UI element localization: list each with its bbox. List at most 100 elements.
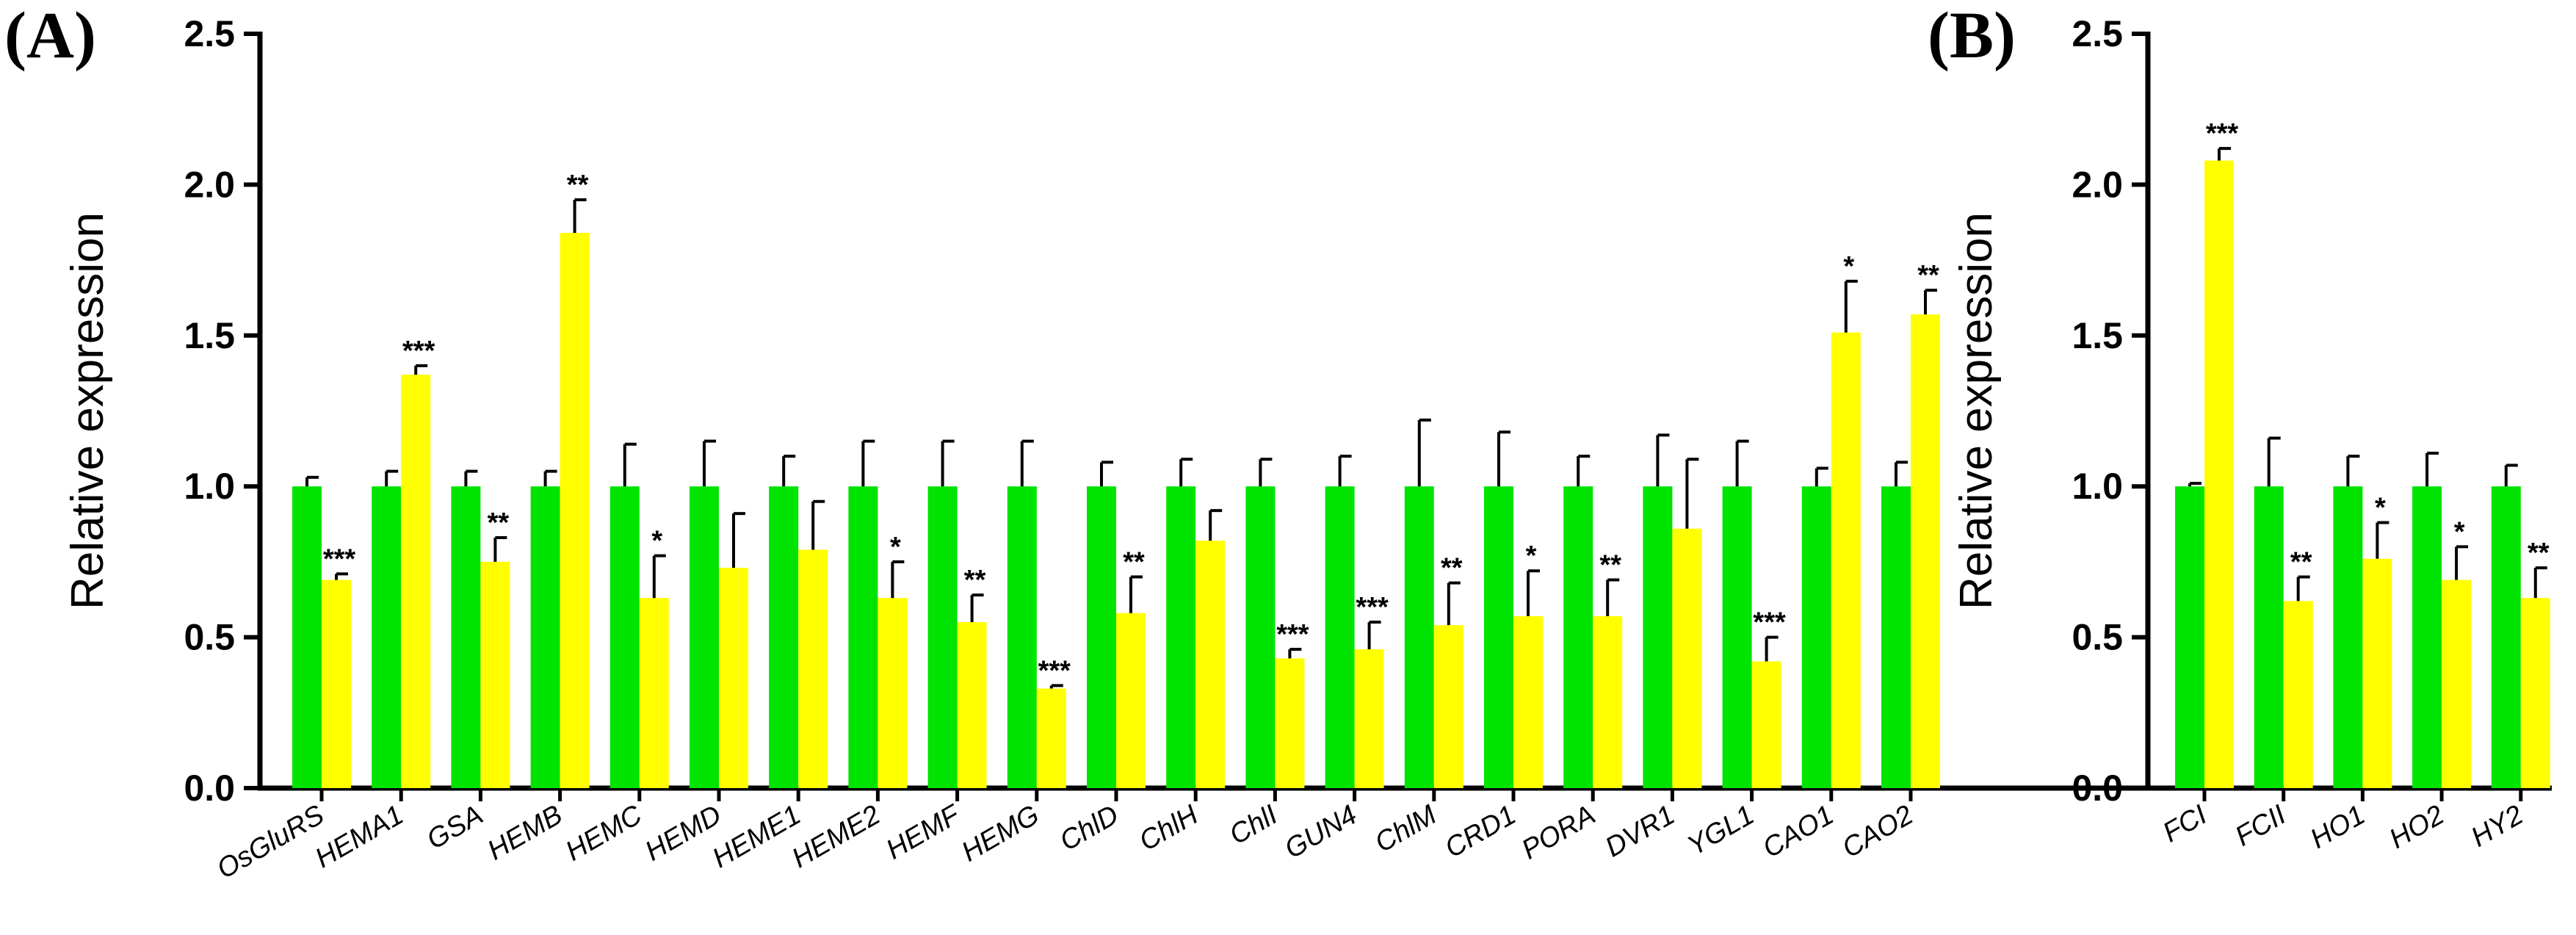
bar-treatment <box>1751 661 1781 788</box>
bar-control <box>451 486 481 788</box>
bar-control <box>2491 486 2521 788</box>
bar-treatment <box>1513 615 1543 788</box>
y-axis-label: Relative expression <box>1951 212 2002 610</box>
x-tick-label: OsGluRS <box>212 799 330 885</box>
bar-treatment <box>2362 558 2392 788</box>
x-tick-label: HEME2 <box>787 799 886 874</box>
x-tick-label: CAO2 <box>1837 799 1919 864</box>
bar-control <box>1166 486 1196 788</box>
bar-control <box>372 486 402 788</box>
bar-treatment <box>798 549 828 788</box>
significance-label: * <box>1843 251 1854 282</box>
x-tick-label: HEMF <box>881 799 966 866</box>
bar-control <box>1643 486 1673 788</box>
significance-label: *** <box>1276 619 1309 650</box>
bar-control <box>1245 486 1276 788</box>
bar-treatment <box>1036 688 1066 788</box>
bar-treatment <box>2520 598 2550 788</box>
significance-label: *** <box>323 544 356 574</box>
panel-a-chart: (A) Relative expression 0.0 0.5 1.0 1.5 2.0 2.5… <box>4 0 2410 885</box>
x-tick-label: HO2 <box>2384 799 2450 854</box>
bar-treatment <box>1911 314 1940 788</box>
bar-control <box>1404 486 1434 788</box>
bar-treatment <box>719 568 748 788</box>
bar-control <box>609 486 640 788</box>
y-tick-label: 0.5 <box>2072 617 2123 658</box>
bar-control <box>1881 486 1911 788</box>
bar-treatment <box>957 622 987 788</box>
bar-control <box>848 486 878 788</box>
x-tick-label: HEMG <box>957 799 1045 867</box>
y-tick-label: 2.5 <box>2072 13 2123 54</box>
x-tick-label: CAO1 <box>1758 799 1839 864</box>
y-axis-label: Relative expression <box>62 212 113 610</box>
bar-treatment <box>2442 580 2472 788</box>
y-tick-label: 0.0 <box>184 768 235 809</box>
x-tick-label: ChlH <box>1135 799 1204 857</box>
bar-treatment <box>2204 160 2234 788</box>
x-tick-label: YGL1 <box>1682 799 1759 862</box>
panel-label: (A) <box>4 0 96 72</box>
significance-label: ** <box>1123 546 1145 577</box>
bar-control <box>2333 486 2363 788</box>
bar-treatment <box>1672 528 1702 788</box>
bar-control <box>1484 486 1513 788</box>
significance-label: *** <box>1753 607 1786 638</box>
x-tick-label: ChlD <box>1054 799 1124 857</box>
bar-control <box>292 486 322 788</box>
significance-label: * <box>2375 492 2386 523</box>
bar-treatment <box>322 580 351 788</box>
x-tick-label: FCII <box>2230 799 2292 852</box>
bar-control <box>1563 486 1593 788</box>
bar-treatment <box>878 598 908 788</box>
significance-label: ** <box>2528 538 2550 568</box>
significance-label: ** <box>964 565 986 596</box>
y-tick-label: 2.5 <box>184 13 235 54</box>
bar-treatment <box>1354 649 1384 788</box>
bar-treatment <box>1433 625 1464 788</box>
y-tick-label: 2.0 <box>2072 164 2123 205</box>
bar-control <box>1325 486 1355 788</box>
bar-control <box>1007 486 1037 788</box>
bar-control <box>690 486 719 788</box>
y-tick-label: 1.0 <box>184 466 235 507</box>
significance-label: ** <box>1917 260 1939 291</box>
x-tick-label: PORA <box>1516 799 1600 865</box>
bar-control <box>1722 486 1752 788</box>
bar-control <box>530 486 560 788</box>
bar-control <box>2254 486 2284 788</box>
bar-treatment <box>480 561 510 788</box>
significance-label: *** <box>1356 592 1389 623</box>
significance-label: ** <box>1441 553 1463 584</box>
x-tick-label: HO1 <box>2305 799 2370 854</box>
significance-label: *** <box>1038 655 1071 686</box>
y-tick-label: 0.0 <box>2072 768 2123 809</box>
bar-control <box>2412 486 2442 788</box>
significance-label: * <box>1526 541 1537 571</box>
y-tick-label: 1.5 <box>184 315 235 356</box>
y-tick-label: 1.5 <box>2072 315 2123 356</box>
bar-control <box>1801 486 1831 788</box>
significance-label: * <box>2454 516 2465 547</box>
x-tick-label: HY2 <box>2466 799 2528 853</box>
x-tick-label: HEMB <box>482 799 568 866</box>
significance-label: * <box>651 526 662 557</box>
bar-treatment <box>1593 615 1623 788</box>
bar-treatment <box>1831 332 1861 788</box>
significance-label: ** <box>2290 546 2312 577</box>
y-tick-label: 0.5 <box>184 617 235 658</box>
significance-label: ** <box>1599 550 1621 581</box>
x-tick-label: ChlI <box>1224 799 1283 851</box>
significance-label: ** <box>567 170 589 201</box>
bar-control <box>1087 486 1116 788</box>
bar-treatment <box>401 375 431 789</box>
x-tick-label: HEME1 <box>707 799 806 874</box>
bar-treatment <box>1195 541 1226 788</box>
bar-treatment <box>560 233 590 788</box>
y-tick-label: 1.0 <box>2072 466 2123 507</box>
x-tick-label: HEMA1 <box>310 799 408 874</box>
x-tick-label: DVR1 <box>1600 799 1680 863</box>
bar-control <box>2175 486 2204 788</box>
y-tick-label: 2.0 <box>184 164 235 205</box>
